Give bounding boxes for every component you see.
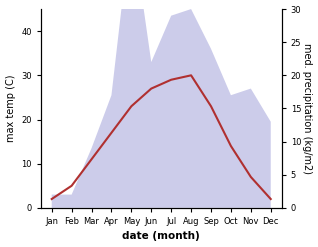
X-axis label: date (month): date (month) (122, 231, 200, 242)
Y-axis label: max temp (C): max temp (C) (5, 75, 16, 142)
Y-axis label: med. precipitation (kg/m2): med. precipitation (kg/m2) (302, 43, 313, 174)
